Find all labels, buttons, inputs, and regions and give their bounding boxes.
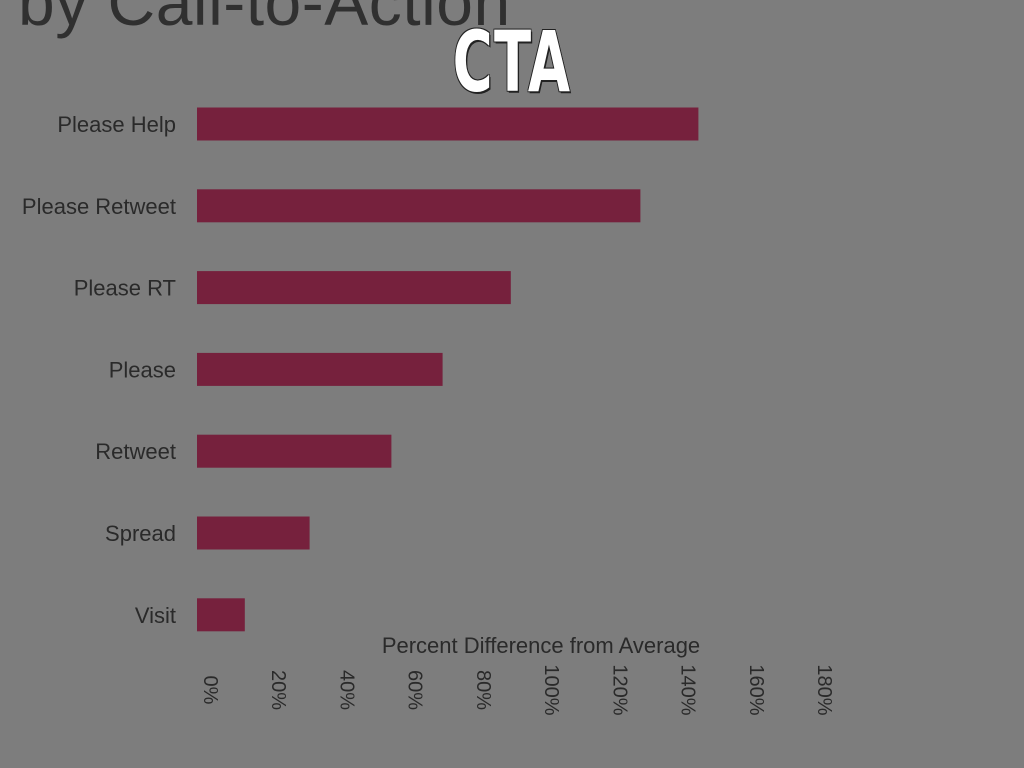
category-label: Visit bbox=[135, 603, 176, 628]
x-axis-label: Percent Difference from Average bbox=[382, 633, 700, 658]
bar-please bbox=[197, 352, 443, 386]
x-tick-label: 40% bbox=[335, 670, 357, 710]
x-tick-label: 140% bbox=[677, 664, 699, 715]
category-label: Please Retweet bbox=[22, 194, 176, 219]
category-label: Please RT bbox=[74, 276, 176, 301]
bar-please-rt bbox=[197, 271, 511, 305]
x-tick-label: 160% bbox=[745, 664, 767, 715]
bar-retweet bbox=[197, 434, 392, 468]
chart-title: by Call-to-Action bbox=[18, 0, 511, 39]
x-tick-label: 180% bbox=[813, 664, 835, 715]
x-tick-labels: 0% 20% 40% 60% 80% 100% 120% 140% 160% 180% bbox=[199, 664, 835, 715]
category-label: Spread bbox=[105, 521, 176, 546]
x-tick-label: 120% bbox=[608, 664, 630, 715]
bars-layer bbox=[197, 107, 699, 632]
x-tick-label: 60% bbox=[404, 670, 426, 710]
category-labels: Please Help Please Retweet Please RT Please… bbox=[22, 112, 176, 628]
category-label: Please bbox=[109, 357, 176, 382]
x-tick-label: 80% bbox=[472, 670, 494, 710]
overlay-title: CTA bbox=[452, 13, 572, 111]
x-tick-label: 100% bbox=[540, 664, 562, 715]
x-tick-label: 0% bbox=[199, 676, 221, 705]
category-label: Retweet bbox=[95, 439, 176, 464]
bar-visit bbox=[197, 598, 245, 632]
category-label: Please Help bbox=[57, 112, 176, 137]
bar-spread bbox=[197, 516, 310, 550]
x-tick-label: 20% bbox=[267, 670, 289, 710]
bar-please-help bbox=[197, 107, 699, 141]
bar-please-retweet bbox=[197, 189, 641, 223]
